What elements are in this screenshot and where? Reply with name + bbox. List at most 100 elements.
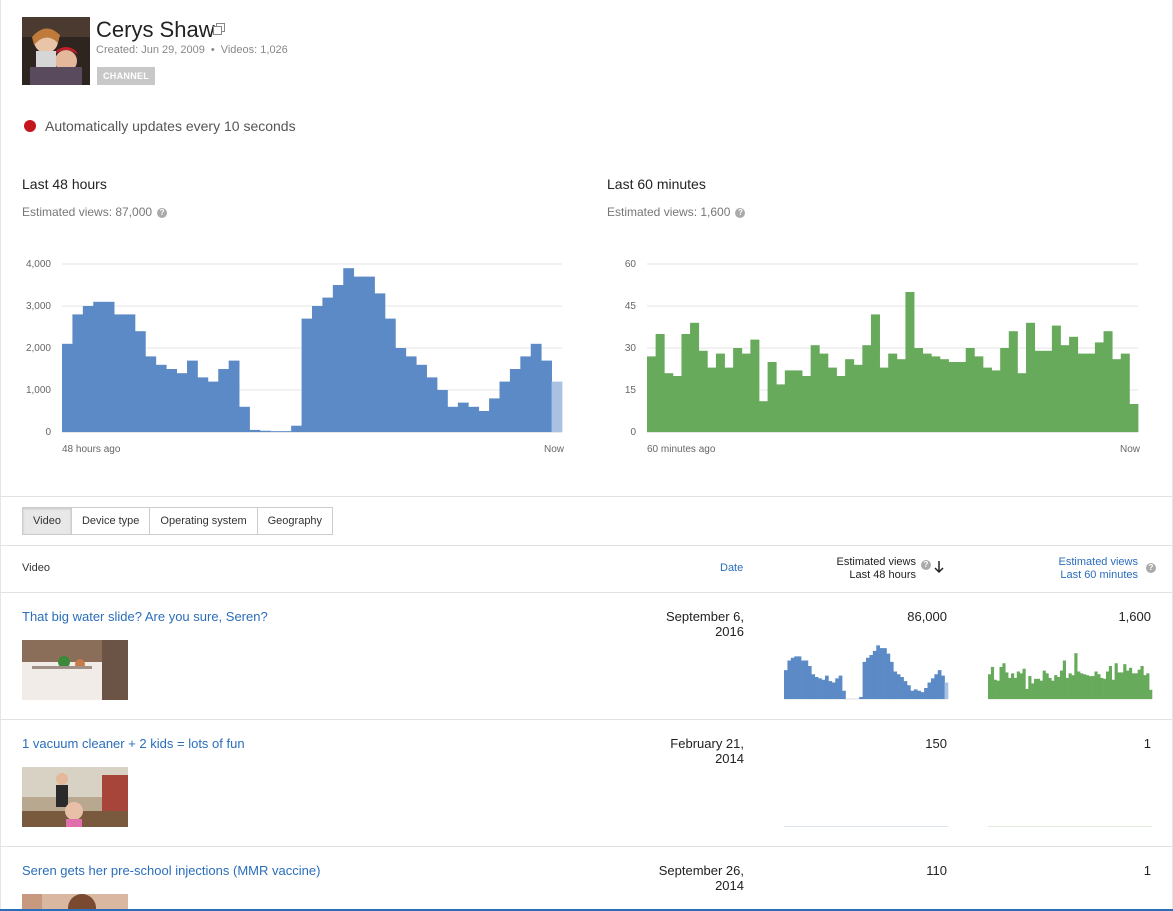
sparkline-bar bbox=[1057, 677, 1061, 699]
chart-bar bbox=[1069, 336, 1079, 432]
sparkline-bar bbox=[907, 685, 911, 699]
sparkline-bar bbox=[876, 645, 880, 699]
chart-bar bbox=[655, 334, 665, 432]
video-date-line2: 2014 bbox=[715, 751, 744, 766]
chart-bar bbox=[364, 276, 375, 432]
chart-bar bbox=[707, 367, 717, 432]
chart-bar bbox=[457, 402, 469, 432]
chart-bar bbox=[957, 362, 967, 432]
chart-bar bbox=[218, 369, 230, 432]
sparkline-bar bbox=[1085, 675, 1090, 699]
chart-bar bbox=[1017, 373, 1027, 432]
chart-bar bbox=[819, 353, 829, 432]
dimension-tabs: Video Device type Operating system Geogr… bbox=[22, 507, 334, 535]
column-header-views-48h-line2: Last 48 hours bbox=[849, 569, 916, 581]
chart-bar bbox=[551, 381, 563, 432]
popout-icon[interactable] bbox=[213, 23, 225, 35]
chart-bar bbox=[155, 364, 167, 432]
y-tick-label: 2,000 bbox=[26, 343, 51, 354]
y-tick-label: 1,000 bbox=[26, 385, 51, 396]
sparkline-bar bbox=[872, 650, 877, 699]
sparkline-bar bbox=[862, 661, 867, 699]
sparkline-bar bbox=[1062, 660, 1066, 699]
sparkline-bar bbox=[1011, 673, 1015, 699]
chart-bar bbox=[914, 348, 924, 432]
sparkline-bar bbox=[1031, 683, 1035, 699]
sparkline-bar bbox=[1134, 673, 1138, 699]
chart-bar bbox=[905, 292, 915, 432]
help-icon[interactable]: ? bbox=[735, 207, 746, 218]
channel-avatar[interactable] bbox=[22, 17, 90, 85]
sparkline-bar bbox=[1082, 674, 1087, 699]
tab-geography[interactable]: Geography bbox=[256, 507, 334, 535]
sparkline-bar bbox=[1077, 671, 1081, 699]
sparkline-bar bbox=[1042, 670, 1046, 699]
sparkline-bar bbox=[886, 653, 891, 699]
sparkline-bar bbox=[1123, 664, 1127, 699]
sparkline-bar bbox=[1128, 667, 1133, 699]
sparkline-bar bbox=[831, 682, 836, 699]
sparkline-bar bbox=[993, 679, 997, 699]
x-tick-label-end: Now bbox=[1120, 444, 1141, 455]
views-48h-value: 150 bbox=[925, 736, 947, 751]
column-header-date[interactable]: Date bbox=[720, 562, 744, 574]
sparkline-bar bbox=[930, 678, 935, 699]
chart-bar bbox=[1112, 359, 1122, 432]
chart-bar bbox=[489, 398, 500, 432]
chart-bar bbox=[690, 322, 700, 432]
chart-bar bbox=[1026, 322, 1036, 432]
chart-bar bbox=[280, 431, 292, 432]
sparkline-60m bbox=[988, 653, 1153, 700]
chart-bar bbox=[767, 362, 777, 432]
chart-bar bbox=[810, 345, 820, 432]
sparkline-bar bbox=[842, 690, 846, 699]
video-date-line2: 2014 bbox=[715, 878, 744, 893]
video-thumbnail[interactable] bbox=[22, 894, 128, 909]
column-header-views-48h[interactable]: Estimated views Last 48 hours bbox=[837, 556, 916, 582]
chart-bar bbox=[239, 406, 250, 432]
video-title-link[interactable]: That big water slide? Are you sure, Sere… bbox=[22, 609, 268, 624]
chart-bar bbox=[879, 367, 889, 432]
views-60m-value: 1,600 bbox=[1118, 609, 1151, 624]
column-header-views-60m[interactable]: Estimated views Last 60 minutes bbox=[1059, 556, 1138, 582]
divider bbox=[0, 719, 1173, 720]
auto-update-text: Automatically updates every 10 seconds bbox=[45, 118, 296, 134]
chart-bar bbox=[1094, 342, 1104, 432]
sparkline-48h bbox=[784, 645, 949, 700]
chart-bar bbox=[931, 356, 941, 432]
chart-bar bbox=[1077, 353, 1087, 432]
chart-bar bbox=[62, 343, 73, 432]
channel-meta: Created: Jun 29, 2009 • Videos: 1,026 bbox=[96, 44, 288, 56]
chart-48h-subtitle: Estimated views: 87,000? bbox=[22, 205, 168, 219]
live-indicator-icon bbox=[24, 120, 36, 132]
video-thumbnail[interactable] bbox=[22, 767, 128, 827]
chart-bar bbox=[145, 356, 157, 432]
chart-bar bbox=[541, 360, 552, 432]
help-icon[interactable]: ? bbox=[157, 207, 168, 218]
sparkline-bar bbox=[1120, 672, 1124, 699]
video-date-line2: 2016 bbox=[715, 624, 744, 639]
chart-bar bbox=[82, 306, 94, 432]
sparkline-bar bbox=[883, 648, 887, 699]
sparkline-bar bbox=[910, 690, 915, 699]
sparkline-bar bbox=[934, 674, 939, 699]
video-title-link[interactable]: Seren gets her pre-school injections (MM… bbox=[22, 863, 321, 878]
sparkline-bar bbox=[866, 657, 870, 699]
sort-descending-icon[interactable] bbox=[934, 561, 944, 577]
tab-operating-system[interactable]: Operating system bbox=[149, 507, 258, 535]
chart-bar bbox=[672, 376, 682, 432]
views-60m-value: 1 bbox=[1143, 736, 1151, 751]
tab-video[interactable]: Video bbox=[22, 507, 72, 535]
video-thumbnail[interactable] bbox=[22, 640, 128, 700]
chart-bar bbox=[965, 348, 975, 432]
help-icon[interactable]: ? bbox=[1146, 563, 1156, 573]
channel-name[interactable]: Cerys Shaw bbox=[96, 17, 215, 42]
tab-device-type[interactable]: Device type bbox=[70, 507, 151, 535]
sparkline-bar bbox=[1048, 677, 1052, 699]
sparkline-bar bbox=[920, 692, 925, 699]
sparkline-bar bbox=[896, 674, 901, 699]
video-title-link[interactable]: 1 vacuum cleaner + 2 kids = lots of fun bbox=[22, 736, 245, 751]
y-tick-label: 45 bbox=[625, 301, 637, 312]
help-icon[interactable]: ? bbox=[921, 560, 931, 570]
y-tick-label: 4,000 bbox=[26, 259, 51, 270]
